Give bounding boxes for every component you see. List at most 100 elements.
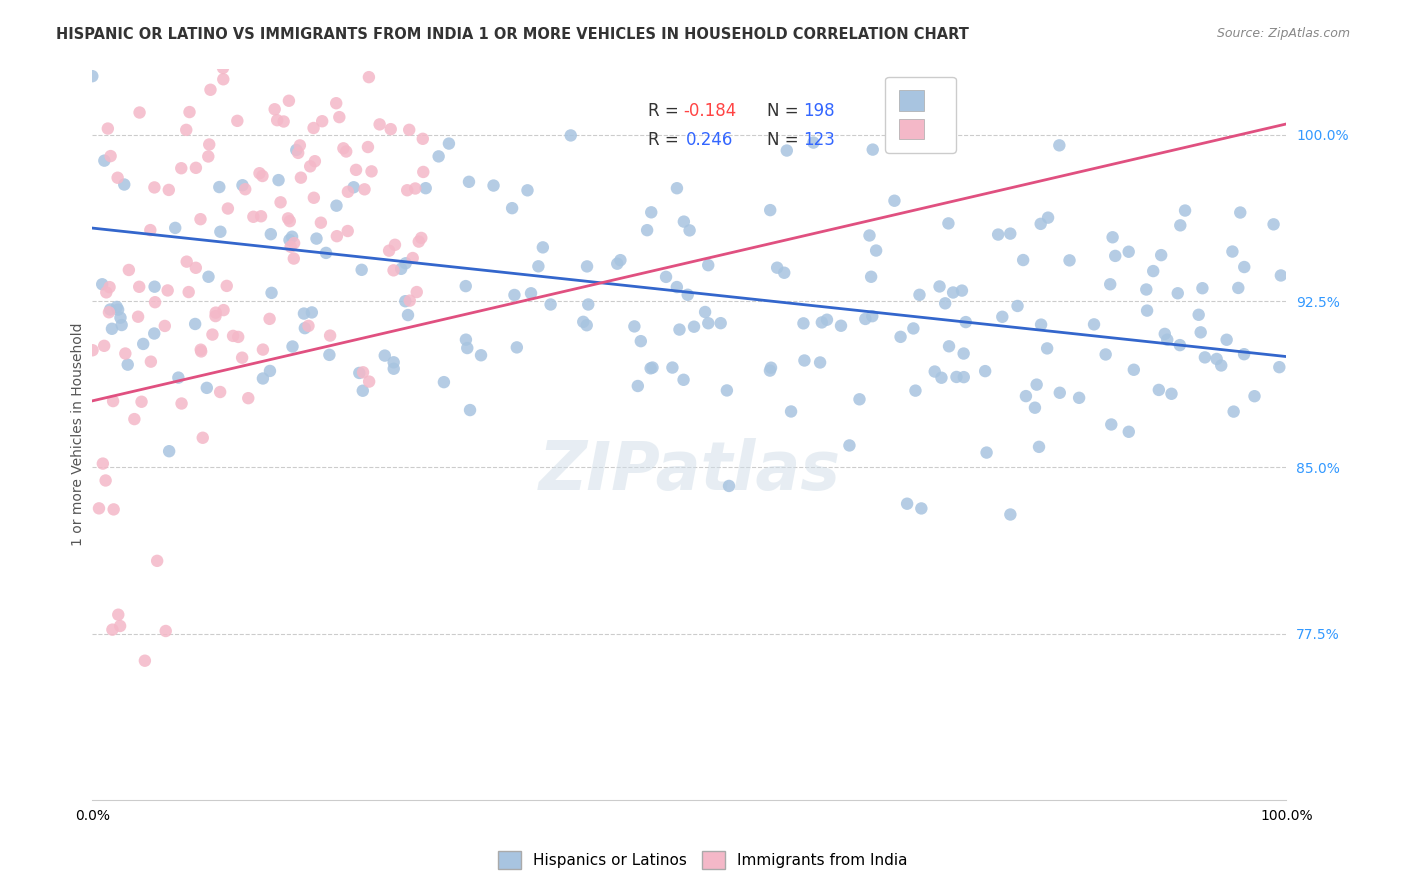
Point: [560, 128, 582, 143]
Point: [793, 353, 815, 368]
Point: [280, 240, 302, 254]
Point: [382, 355, 405, 369]
Point: [606, 257, 628, 271]
Point: [718, 479, 741, 493]
Point: [394, 294, 416, 309]
Point: [858, 228, 880, 243]
Point: [301, 305, 323, 319]
Point: [184, 317, 207, 331]
Point: [283, 236, 305, 251]
Point: [134, 654, 156, 668]
Point: [952, 370, 974, 384]
Point: [278, 214, 301, 228]
Point: [1099, 277, 1122, 292]
Text: R =: R =: [648, 102, 683, 120]
Point: [266, 113, 288, 128]
Point: [360, 164, 382, 178]
Point: [1153, 326, 1175, 341]
Point: [678, 223, 700, 237]
Point: [107, 607, 129, 622]
Point: [277, 211, 299, 226]
Point: [398, 293, 420, 308]
Point: [411, 231, 433, 245]
Point: [1135, 283, 1157, 297]
Point: [1263, 218, 1285, 232]
Point: [288, 138, 311, 153]
Point: [107, 302, 129, 317]
Text: ZIPatlas: ZIPatlas: [538, 438, 841, 504]
Point: [928, 279, 950, 293]
Point: [759, 203, 782, 218]
Text: N =: N =: [766, 131, 804, 149]
Point: [252, 169, 274, 183]
Point: [82, 343, 104, 358]
Point: [124, 412, 146, 426]
Point: [665, 181, 688, 195]
Point: [934, 296, 956, 310]
Point: [259, 311, 281, 326]
Point: [1174, 203, 1197, 218]
Point: [143, 326, 166, 341]
Point: [238, 391, 260, 405]
Point: [174, 123, 197, 137]
Point: [290, 170, 312, 185]
Point: [991, 310, 1014, 324]
Point: [304, 154, 326, 169]
Point: [260, 285, 283, 300]
Point: [103, 502, 125, 516]
Point: [222, 20, 245, 34]
Point: [1029, 318, 1052, 332]
Point: [195, 381, 218, 395]
Point: [456, 341, 478, 355]
Point: [212, 303, 235, 318]
Point: [91, 457, 114, 471]
Point: [945, 370, 967, 384]
Point: [197, 269, 219, 284]
Point: [100, 149, 122, 163]
Point: [1122, 363, 1144, 377]
Point: [374, 349, 396, 363]
Point: [655, 269, 678, 284]
Legend:  ,  : ,: [886, 77, 956, 153]
Point: [167, 370, 190, 384]
Point: [623, 319, 645, 334]
Point: [910, 501, 932, 516]
Point: [1015, 389, 1038, 403]
Point: [299, 159, 322, 173]
Point: [950, 284, 973, 298]
Point: [191, 431, 214, 445]
Point: [402, 251, 425, 265]
Point: [1036, 342, 1059, 356]
Point: [1101, 230, 1123, 244]
Point: [204, 305, 226, 319]
Point: [773, 266, 796, 280]
Point: [97, 305, 120, 319]
Point: [792, 317, 814, 331]
Point: [281, 229, 304, 244]
Point: [1205, 351, 1227, 366]
Point: [408, 235, 430, 249]
Point: [287, 145, 309, 160]
Point: [1268, 360, 1291, 375]
Point: [118, 263, 141, 277]
Point: [1099, 417, 1122, 432]
Point: [112, 178, 135, 192]
Point: [285, 143, 308, 157]
Point: [260, 227, 283, 242]
Point: [890, 330, 912, 344]
Point: [207, 51, 229, 65]
Point: [368, 117, 391, 131]
Point: [204, 309, 226, 323]
Point: [353, 182, 375, 196]
Point: [155, 624, 177, 638]
Point: [267, 173, 290, 187]
Point: [458, 175, 481, 189]
Y-axis label: 1 or more Vehicles in Household: 1 or more Vehicles in Household: [72, 322, 86, 546]
Point: [96, 285, 118, 300]
Point: [233, 182, 256, 196]
Point: [380, 122, 402, 136]
Point: [808, 355, 831, 369]
Point: [1160, 386, 1182, 401]
Point: [143, 295, 166, 310]
Point: [139, 223, 162, 237]
